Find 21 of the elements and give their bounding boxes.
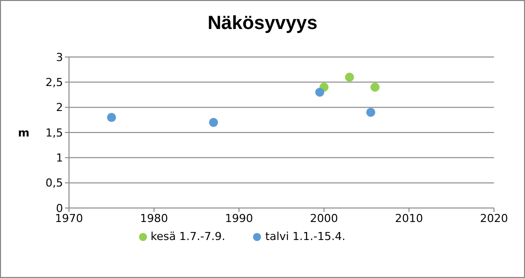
y-tick-label: 1,5 (46, 126, 63, 140)
y-tick-label: 1 (56, 152, 63, 165)
x-tick-label: 2000 (310, 212, 338, 225)
point (344, 72, 354, 82)
chart-title: Näkösyvyys (206, 12, 318, 36)
y-tick-label: 3 (56, 50, 63, 64)
point (106, 112, 116, 122)
x-tick-label: 2020 (480, 212, 508, 225)
legend-label: kesä 1.7.-7.9. (150, 230, 226, 243)
y-tick-label: 2,5 (46, 76, 63, 90)
y-tick-label: 0,5 (46, 176, 63, 190)
point (366, 108, 376, 117)
point (315, 88, 324, 97)
point (208, 118, 218, 127)
legend-label: talvi 1.1.-15.4. (265, 230, 346, 243)
y-axis-title: m (18, 126, 30, 140)
y-tick-label: 2 (56, 101, 63, 114)
x-tick-label: 1980 (140, 212, 168, 225)
point (370, 82, 380, 92)
x-tick-label: 2010 (395, 212, 423, 225)
x-tick-label: 1990 (225, 212, 253, 225)
